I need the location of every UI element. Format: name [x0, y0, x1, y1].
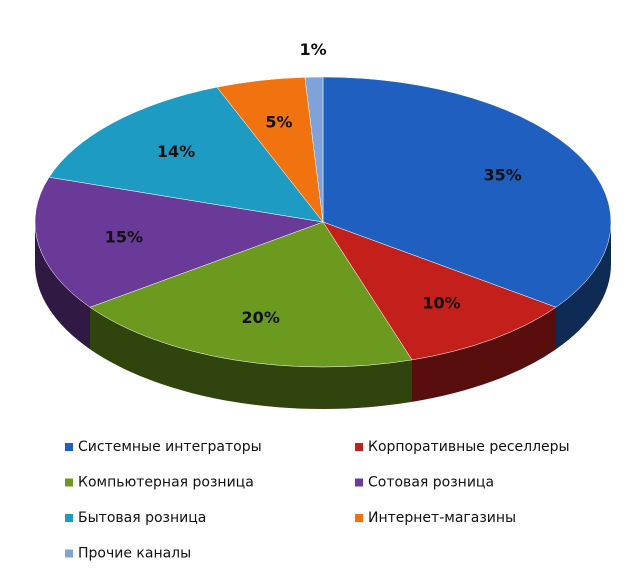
slice-side: [90, 307, 412, 410]
legend-label: Прочие каналы: [78, 546, 191, 562]
legend-swatch: [355, 478, 363, 487]
legend-label: Сотовая розница: [368, 475, 494, 491]
legend-label: Системные интеграторы: [78, 439, 262, 455]
legend-swatch: [65, 478, 73, 487]
slice: [34, 176, 324, 308]
slice-side: [555, 222, 611, 350]
slice: [304, 76, 324, 223]
data-label: 5%: [265, 112, 292, 131]
legend-swatch: [65, 443, 73, 451]
slice: [89, 221, 413, 368]
legend-swatch: [65, 549, 73, 558]
legend-swatch: [355, 514, 363, 522]
slice-side: [35, 222, 91, 350]
legend-label: Компьютерная розница: [78, 475, 254, 491]
data-label: 1%: [299, 40, 326, 59]
slice: [48, 86, 324, 223]
data-label: 15%: [105, 227, 143, 246]
legend-swatch: [355, 443, 363, 451]
legend-label: Бытовая розница: [78, 510, 206, 526]
data-label: 10%: [422, 294, 460, 313]
slice: [322, 76, 612, 308]
slice: [322, 221, 557, 361]
legend-label: Интернет-магазины: [368, 510, 516, 526]
slice-side: [411, 307, 556, 402]
data-label: 14%: [157, 142, 195, 161]
legend-swatch: [65, 514, 73, 522]
data-label: 35%: [483, 165, 521, 184]
legend-label: Корпоративные реселлеры: [368, 439, 570, 455]
data-label: 20%: [242, 308, 280, 327]
